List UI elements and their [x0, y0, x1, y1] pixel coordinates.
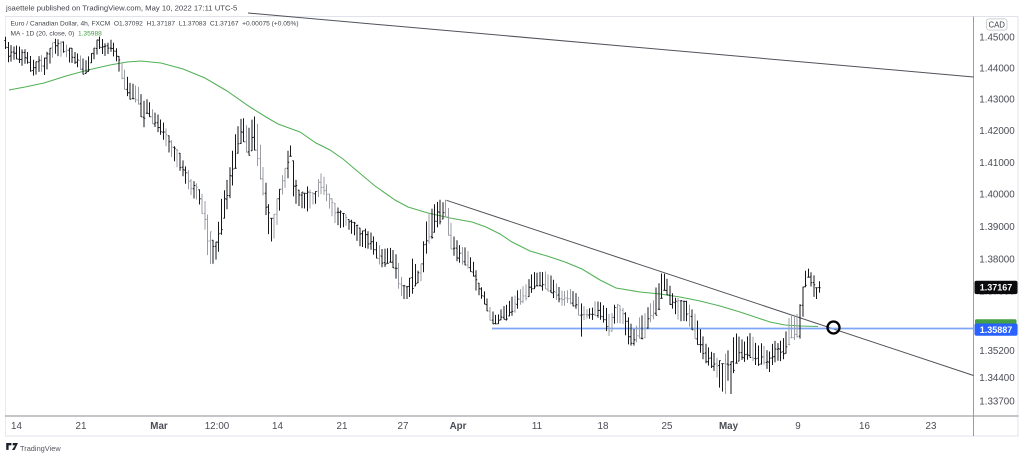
svg-text:Apr: Apr	[450, 421, 467, 432]
svg-text:21: 21	[76, 421, 87, 432]
svg-text:1.33700: 1.33700	[979, 396, 1015, 407]
svg-text:1.37167: 1.37167	[980, 283, 1013, 293]
svg-text:1.38000: 1.38000	[979, 254, 1015, 265]
svg-text:9: 9	[795, 421, 800, 432]
svg-text:14: 14	[11, 421, 22, 432]
svg-text:1.41000: 1.41000	[979, 158, 1015, 169]
svg-text:14: 14	[272, 421, 283, 432]
svg-text:1.44000: 1.44000	[979, 63, 1015, 74]
svg-text:1.35887: 1.35887	[980, 325, 1013, 335]
svg-text:CAD: CAD	[988, 20, 1005, 29]
svg-text:18: 18	[598, 421, 609, 432]
svg-text:1.43000: 1.43000	[979, 95, 1015, 106]
svg-text:MA - 1D (20, close, 0) 1.3598: MA - 1D (20, close, 0) 1.35988	[11, 31, 103, 38]
svg-text:jsaettele published on Trading: jsaettele published on TradingView.com, …	[5, 3, 237, 12]
svg-text:May: May	[719, 421, 739, 432]
svg-text:1.42000: 1.42000	[979, 126, 1015, 137]
svg-text:TradingView: TradingView	[20, 444, 61, 453]
svg-text:1.34400: 1.34400	[979, 373, 1015, 384]
svg-text:Mar: Mar	[150, 421, 168, 432]
svg-text:Euro / Canadian Dollar, 4h, FX: Euro / Canadian Dollar, 4h, FXCM O1.3709…	[11, 21, 299, 28]
svg-text:16: 16	[859, 421, 870, 432]
svg-text:1.35200: 1.35200	[979, 346, 1015, 357]
svg-text:11: 11	[532, 421, 542, 432]
svg-text:1.40000: 1.40000	[979, 190, 1015, 201]
svg-text:21: 21	[337, 421, 348, 432]
svg-text:25: 25	[662, 421, 673, 432]
svg-text:1.39000: 1.39000	[979, 222, 1015, 233]
svg-text:12:00: 12:00	[205, 421, 230, 432]
svg-text:27: 27	[398, 421, 409, 432]
svg-text:23: 23	[926, 421, 937, 432]
svg-text:1.45000: 1.45000	[979, 32, 1015, 43]
